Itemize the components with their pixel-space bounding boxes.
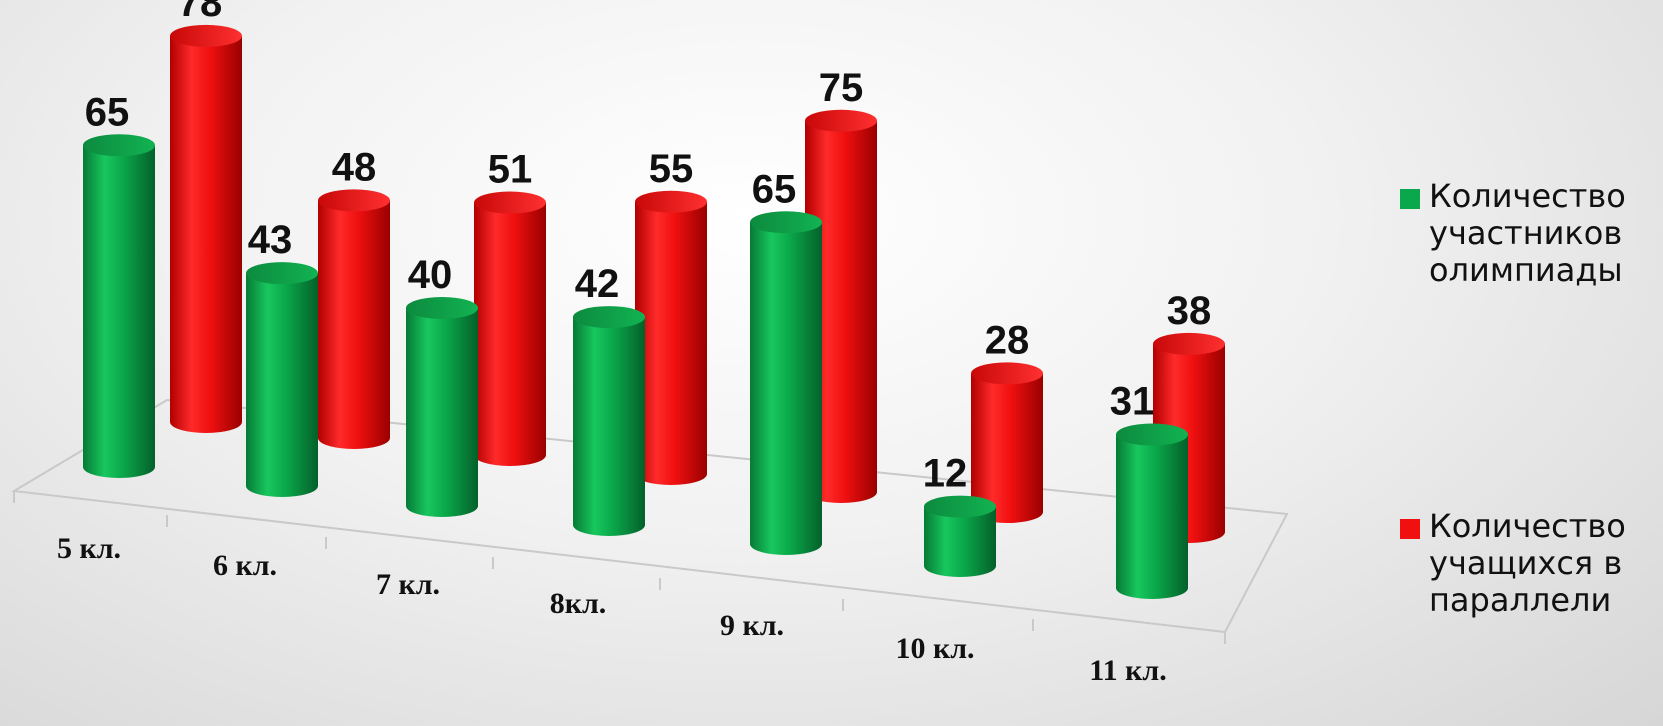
- category-label-5: 9 кл.: [720, 609, 784, 642]
- data-label-green-5: 65: [752, 167, 797, 211]
- legend-label-students: Количество учащихся в параллели: [1429, 507, 1626, 619]
- legend-swatch-red: [1400, 519, 1420, 539]
- data-label-red-1: 78: [178, 0, 223, 25]
- legend-label-participants: Количество участников олимпиады: [1429, 177, 1626, 289]
- bar-green-6: [924, 495, 996, 577]
- legend-item-participants: Количество участников олимпиады: [1395, 178, 1663, 298]
- category-label-1: 5 кл.: [57, 532, 121, 565]
- data-label-green-1: 65: [85, 90, 130, 134]
- data-label-red-4: 55: [649, 147, 694, 191]
- data-label-green-3: 40: [408, 253, 453, 297]
- bar-green-1: [83, 134, 155, 478]
- category-label-7: 11 кл.: [1089, 654, 1166, 687]
- legend: Количество участников олимпиады Количест…: [1395, 0, 1663, 726]
- bar-green-7: [1116, 423, 1188, 599]
- bar-red-4: [635, 190, 707, 485]
- bar-green-3: [406, 297, 478, 517]
- bar-red-5: [805, 109, 877, 503]
- bar-red-2: [318, 189, 390, 449]
- data-label-red-3: 51: [488, 148, 533, 192]
- category-label-6: 10 кл.: [895, 632, 974, 665]
- category-label-2: 6 кл.: [213, 549, 277, 582]
- data-label-red-5: 75: [819, 66, 864, 110]
- data-label-red-6: 28: [985, 318, 1030, 362]
- bar-green-2: [246, 262, 318, 497]
- bar-red-6: [971, 362, 1043, 523]
- data-label-green-6: 12: [923, 452, 968, 496]
- bar-red-1: [170, 24, 242, 434]
- legend-swatch-green: [1400, 189, 1420, 209]
- bar-green-5: [750, 211, 822, 555]
- category-label-3: 7 кл.: [376, 568, 440, 601]
- data-label-green-2: 43: [248, 218, 293, 262]
- bar-green-4: [573, 306, 645, 536]
- data-label-red-7: 38: [1167, 289, 1212, 333]
- legend-item-students: Количество учащихся в параллели: [1395, 508, 1663, 628]
- data-label-red-2: 48: [332, 145, 377, 189]
- bar-red-3: [474, 191, 546, 467]
- data-label-green-4: 42: [575, 262, 620, 306]
- category-label-4: 8кл.: [550, 587, 607, 620]
- data-label-green-7: 31: [1110, 380, 1155, 424]
